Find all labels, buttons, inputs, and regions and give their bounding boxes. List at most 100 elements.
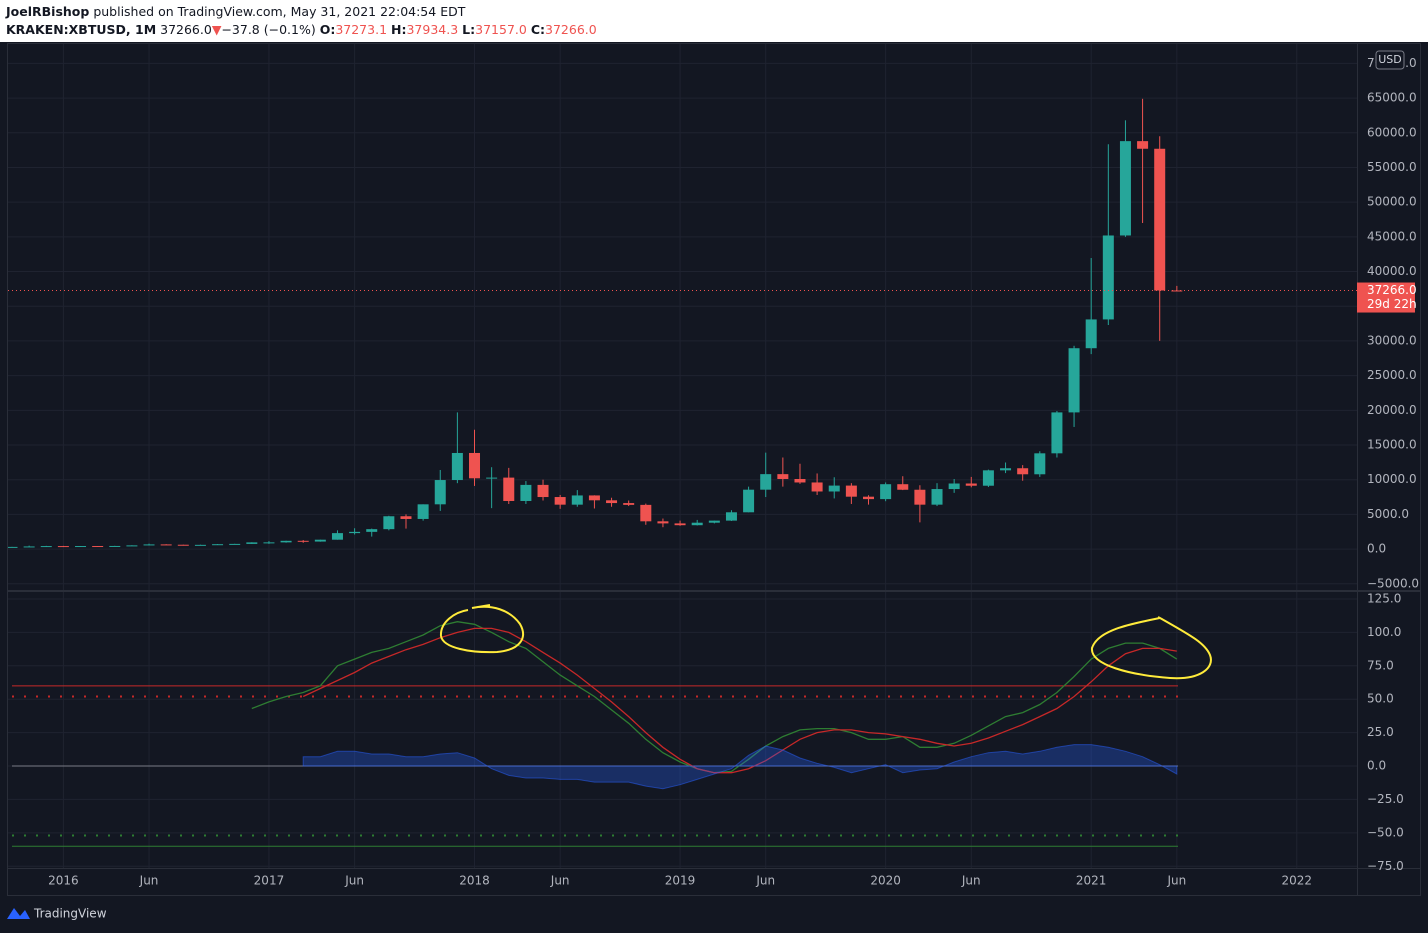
x-tick-label: 2022 (1281, 874, 1312, 888)
histogram-area (302, 744, 1178, 790)
header-line-2: KRAKEN:XBTUSD, 1M 37266.0▼−37.8 (−0.1%) … (6, 22, 597, 37)
candle-body (469, 452, 481, 479)
y-tick-label: 40000.0 (1367, 264, 1417, 278)
published: published on TradingView.com, May 31, 20… (93, 4, 465, 19)
candle-body (194, 544, 206, 546)
header-line-1: JoelRBishop published on TradingView.com… (5, 4, 466, 19)
last: 37266.0 (160, 22, 212, 37)
candle-body (417, 504, 429, 519)
candle-body (126, 545, 138, 547)
candle-body (743, 489, 755, 513)
candle-body (451, 452, 463, 481)
x-tick-label: Jun (755, 874, 775, 888)
o-label: O: (320, 22, 336, 37)
o: 37273.1 (335, 22, 387, 37)
symbol: KRAKEN:XBTUSD, 1M (6, 22, 156, 37)
y-tick-label: 5000.0 (1367, 507, 1409, 521)
candle-body (537, 484, 549, 498)
x-tick-label: 2016 (48, 874, 79, 888)
y-tick-label: 10000.0 (1367, 472, 1417, 486)
candle-body (349, 531, 361, 534)
candle-body (434, 480, 446, 505)
candle-body (897, 484, 909, 490)
y-tick-label: 25000.0 (1367, 368, 1417, 382)
candle-body (400, 516, 412, 519)
candle-body (725, 512, 737, 521)
candle-body (606, 500, 618, 504)
candle-body (1119, 141, 1131, 236)
y-tick-label: 0.0 (1367, 759, 1386, 773)
candle-body (520, 484, 532, 501)
y-tick-label: 0.0 (1367, 542, 1386, 556)
y-tick-label: 60000.0 (1367, 125, 1417, 139)
x-tick-label: 2020 (870, 874, 901, 888)
y-tick-label: 20000.0 (1367, 403, 1417, 417)
frame (7, 43, 1421, 896)
c: 37266.0 (545, 22, 597, 37)
y-tick-label: −50.0 (1367, 825, 1404, 839)
candle-body (57, 546, 69, 548)
candle-body (1085, 319, 1097, 349)
candle-body (246, 542, 258, 544)
l: 37157.0 (475, 22, 527, 37)
candle-body (92, 546, 104, 548)
candle-body (212, 544, 224, 546)
candle-body (40, 546, 52, 548)
footer-logo (7, 908, 30, 919)
last-price-label: 37266.0 (1367, 283, 1417, 297)
candles (8, 98, 1183, 548)
candle-body (1000, 468, 1012, 471)
candle-body (1102, 235, 1114, 320)
candle-body (691, 522, 703, 526)
candle-body (845, 485, 857, 497)
candle-body (863, 496, 874, 500)
candle-body (965, 483, 977, 486)
header-bar (0, 0, 1428, 42)
candle-body (554, 497, 566, 505)
candle-body (366, 529, 378, 532)
author: JoelRBishop (5, 4, 89, 19)
y-tick-label: 125.0 (1367, 591, 1401, 605)
candle-body (880, 484, 892, 500)
candle-body (109, 545, 121, 547)
candle-body (623, 503, 635, 505)
candle-body (177, 544, 189, 546)
candle-body (1017, 468, 1029, 475)
candle-body (263, 542, 275, 544)
candle-body (331, 533, 343, 540)
c-label: C: (531, 22, 545, 37)
candle-body (914, 489, 926, 505)
h: 37934.3 (406, 22, 458, 37)
plot-layer: 2016 Jun 2017 Jun 2018 Jun 2019 Jun 2020 Jun 2021 J… (8, 44, 1419, 888)
x-tick-label: 2018 (459, 874, 490, 888)
y-tick-label: 25.0 (1367, 725, 1394, 739)
y-tick-label: 50000.0 (1367, 195, 1417, 209)
currency: USD (1378, 53, 1402, 66)
indicator (12, 621, 1178, 847)
candle-body (982, 470, 994, 486)
y-tick-label: 75.0 (1367, 658, 1394, 672)
candle-body (486, 477, 498, 479)
x-tick-label: Jun (344, 874, 364, 888)
candle-body (571, 495, 583, 505)
candle-body (948, 483, 960, 490)
x-tick-label: Jun (1166, 874, 1186, 888)
y-tick-label: −75.0 (1367, 859, 1404, 873)
y-tick-label: −5000.0 (1367, 576, 1419, 590)
h-label: H: (391, 22, 406, 37)
candle-body (1154, 148, 1166, 291)
y-tick-label: 50.0 (1367, 692, 1394, 706)
y-tick-label: 65000.0 (1367, 91, 1417, 105)
y-tick-label: 30000.0 (1367, 333, 1417, 347)
candle-body (640, 504, 652, 522)
candle-body (1137, 141, 1149, 149)
currency-badge[interactable] (1375, 50, 1405, 70)
candle-body (23, 546, 35, 548)
x-tick-label: Jun (550, 874, 570, 888)
candle-body (1068, 348, 1080, 413)
x-tick-label: Jun (139, 874, 159, 888)
l-label: L: (462, 22, 475, 37)
candle-body (8, 546, 18, 548)
x-tick-label: 2021 (1076, 874, 1107, 888)
